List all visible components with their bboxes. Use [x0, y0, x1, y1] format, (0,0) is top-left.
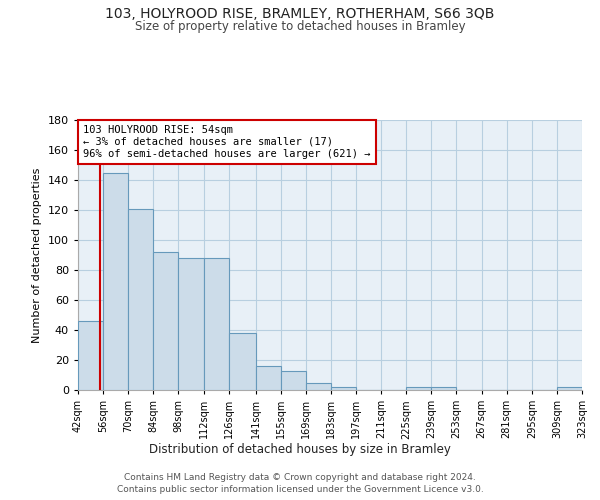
Text: Contains public sector information licensed under the Government Licence v3.0.: Contains public sector information licen…: [116, 485, 484, 494]
Bar: [431, 387, 457, 390]
Text: Contains HM Land Registry data © Crown copyright and database right 2024.: Contains HM Land Registry data © Crown c…: [124, 472, 476, 482]
Bar: [103, 172, 128, 390]
Text: 103 HOLYROOD RISE: 54sqm
← 3% of detached houses are smaller (17)
96% of semi-de: 103 HOLYROOD RISE: 54sqm ← 3% of detache…: [83, 126, 371, 158]
Bar: [281, 370, 306, 390]
Bar: [306, 382, 331, 390]
Bar: [229, 333, 256, 390]
Text: 103, HOLYROOD RISE, BRAMLEY, ROTHERHAM, S66 3QB: 103, HOLYROOD RISE, BRAMLEY, ROTHERHAM, …: [106, 8, 494, 22]
Bar: [557, 387, 582, 390]
Bar: [203, 258, 229, 390]
Bar: [178, 258, 203, 390]
Y-axis label: Number of detached properties: Number of detached properties: [32, 168, 42, 342]
Bar: [78, 321, 103, 390]
Text: Size of property relative to detached houses in Bramley: Size of property relative to detached ho…: [134, 20, 466, 33]
Text: Distribution of detached houses by size in Bramley: Distribution of detached houses by size …: [149, 442, 451, 456]
Bar: [154, 252, 178, 390]
Bar: [256, 366, 281, 390]
Bar: [331, 387, 356, 390]
Bar: [406, 387, 431, 390]
Bar: [128, 208, 154, 390]
